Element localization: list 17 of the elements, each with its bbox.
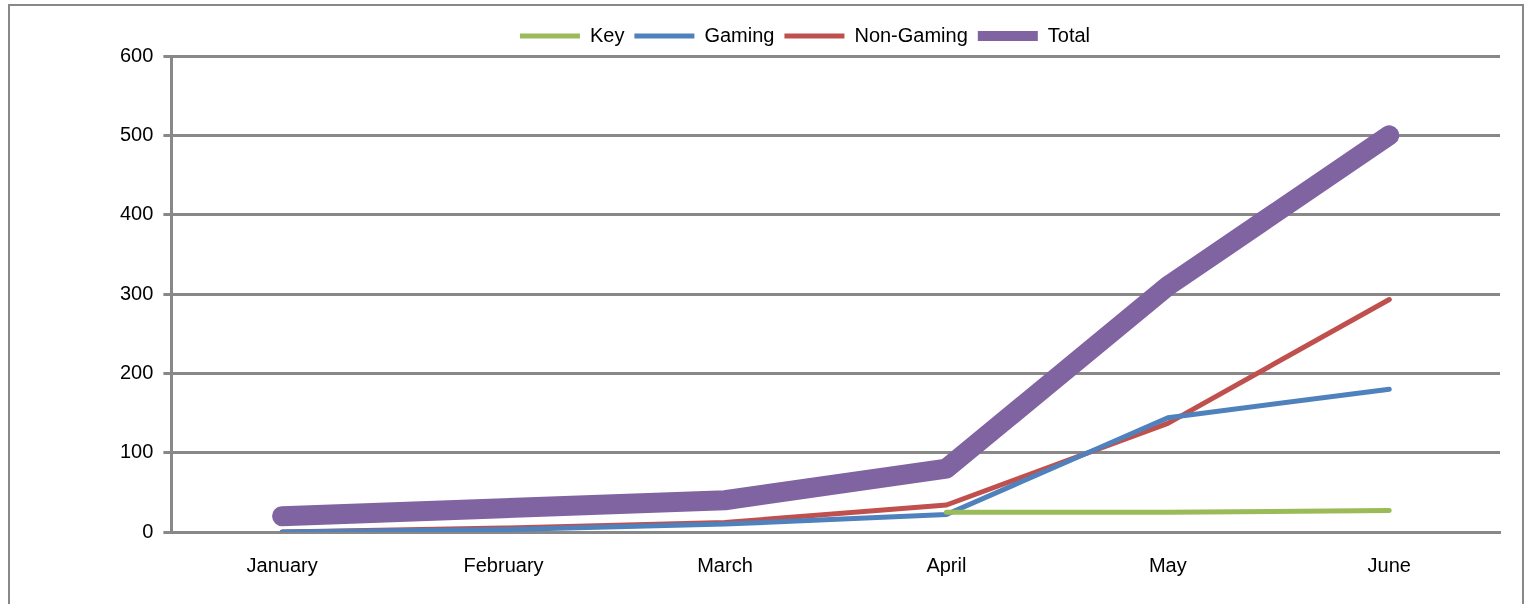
legend-label: Key (589, 23, 625, 46)
x-tick-label: February (463, 553, 544, 576)
x-tick-label: June (1367, 553, 1411, 576)
y-tick-label: 0 (142, 519, 154, 542)
x-tick-label: April (926, 553, 967, 576)
x-tick-label: May (1148, 553, 1187, 576)
y-tick-label: 100 (119, 440, 154, 463)
x-tick-label: March (697, 553, 753, 576)
legend-label: Non-Gaming (854, 23, 968, 46)
y-tick-label: 500 (119, 122, 154, 145)
legend-label: Total (1047, 23, 1091, 46)
y-tick-label: 600 (119, 43, 154, 66)
legend-label: Gaming (704, 23, 775, 46)
y-tick-label: 200 (119, 360, 154, 383)
y-tick-label: 400 (119, 202, 154, 225)
x-tick-label: January (246, 553, 318, 576)
y-tick-label: 300 (119, 281, 154, 304)
